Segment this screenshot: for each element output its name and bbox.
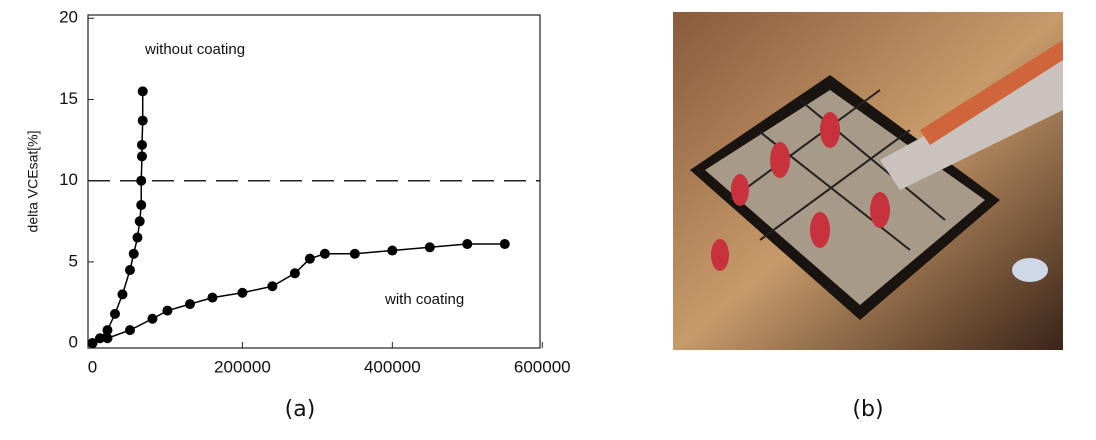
data-point xyxy=(136,200,147,211)
data-point xyxy=(136,151,147,162)
data-point xyxy=(109,308,120,319)
y-tick-label: 10 xyxy=(59,170,78,189)
data-point xyxy=(117,289,128,300)
y-tick-label: 0 xyxy=(69,333,78,352)
y-tick-label: 15 xyxy=(59,89,78,108)
data-point xyxy=(207,292,218,303)
data-point xyxy=(319,248,330,259)
data-point xyxy=(124,325,135,336)
data-point xyxy=(304,253,315,264)
data-point xyxy=(87,338,98,349)
data-point xyxy=(132,232,143,243)
data-point xyxy=(128,248,139,259)
data-point xyxy=(102,333,113,344)
annotation: without coating xyxy=(144,41,245,58)
data-point xyxy=(499,239,510,250)
data-point xyxy=(387,245,398,256)
data-point xyxy=(136,139,147,150)
data-point xyxy=(147,313,158,324)
data-point xyxy=(462,239,473,250)
data-point xyxy=(134,216,145,227)
y-tick-label: 20 xyxy=(59,8,78,27)
data-point xyxy=(424,242,435,253)
y-axis-label: delta VCEsat[%] xyxy=(25,131,41,233)
data-point xyxy=(267,281,278,292)
data-point xyxy=(136,175,147,186)
data-point xyxy=(137,115,148,126)
plot-frame xyxy=(87,14,541,349)
caption: (a) xyxy=(285,397,316,422)
data-point xyxy=(289,268,300,279)
series-line xyxy=(92,91,144,344)
data-point xyxy=(349,248,360,259)
data-point xyxy=(137,86,148,97)
annotation: with coating xyxy=(384,291,464,308)
y-tick-label: 5 xyxy=(69,251,78,270)
x-tick-label: 400000 xyxy=(364,357,421,376)
data-point xyxy=(162,305,173,316)
data-point xyxy=(124,265,135,276)
data-point xyxy=(102,325,113,336)
photo xyxy=(673,12,1063,350)
x-tick-label: 600000 xyxy=(514,357,571,376)
x-tick-label: 200000 xyxy=(214,357,271,376)
caption: (b) xyxy=(852,397,883,422)
data-point xyxy=(184,299,195,310)
x-tick-label: 0 xyxy=(88,357,97,376)
data-point xyxy=(237,287,248,298)
